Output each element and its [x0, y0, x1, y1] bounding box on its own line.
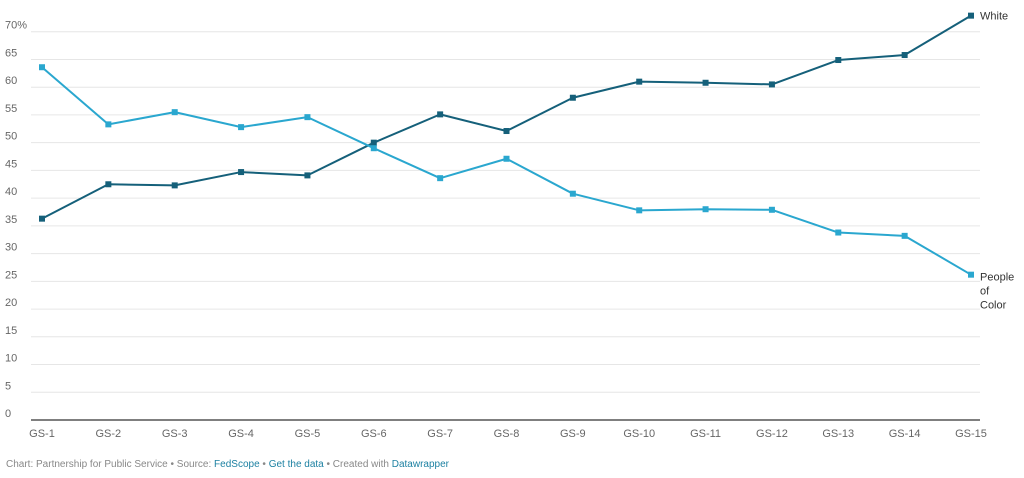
- data-point-people-of-color: [238, 124, 245, 131]
- data-point-white: [503, 128, 510, 135]
- x-tick-label: GS-8: [494, 428, 520, 440]
- data-point-people-of-color: [835, 229, 842, 236]
- data-point-people-of-color: [503, 155, 510, 162]
- footer-created-with: • Created with: [323, 459, 392, 470]
- series-end-labels: White People of Color: [980, 11, 1014, 312]
- x-tick-label: GS-14: [889, 428, 921, 440]
- y-tick-label: 5: [5, 380, 11, 392]
- series-label-people-of-color: People of Color: [980, 272, 1014, 312]
- x-tick-label: GS-7: [427, 428, 453, 440]
- y-tick-label: 60: [5, 75, 17, 87]
- chart-footer: Chart: Partnership for Public Service • …: [6, 459, 449, 470]
- y-tick-label: 10: [5, 353, 17, 365]
- x-tick-label: GS-5: [295, 428, 321, 440]
- data-point-people-of-color: [171, 109, 178, 116]
- data-point-people-of-color: [39, 64, 45, 71]
- series-label-line: Color: [980, 300, 1007, 312]
- get-the-data-link[interactable]: Get the data: [268, 459, 324, 470]
- data-point-people-of-color: [105, 121, 112, 128]
- x-tick-label: GS-3: [162, 428, 188, 440]
- x-tick-label: GS-13: [822, 428, 854, 440]
- data-point-white: [370, 139, 377, 146]
- datawrapper-link[interactable]: Datawrapper: [391, 459, 449, 470]
- y-gridlines: [31, 31, 980, 393]
- series-label-line: White: [980, 11, 1008, 23]
- data-point-people-of-color: [636, 207, 643, 214]
- y-tick-label: 70%: [5, 20, 27, 32]
- x-tick-label: GS-2: [96, 428, 122, 440]
- series-label-line: of: [980, 286, 990, 298]
- y-tick-label: 15: [5, 325, 17, 337]
- y-tick-label: 20: [5, 297, 17, 309]
- x-tick-label: GS-1: [29, 428, 55, 440]
- x-tick-label: GS-10: [623, 428, 655, 440]
- y-tick-label: 25: [5, 269, 17, 281]
- data-point-white: [636, 78, 643, 85]
- y-tick-label: 40: [5, 186, 17, 198]
- data-point-people-of-color: [569, 190, 576, 197]
- y-tick-label: 45: [5, 158, 17, 170]
- data-point-white: [768, 81, 775, 88]
- data-point-white: [304, 172, 311, 179]
- data-point-people-of-color: [768, 206, 775, 213]
- series-label-line: People: [980, 272, 1014, 284]
- footer-separator: •: [259, 459, 269, 470]
- x-tick-label: GS-11: [690, 428, 721, 440]
- data-point-white: [105, 181, 112, 188]
- x-tick-label: GS-15: [955, 428, 987, 440]
- series-line-people-of-color: [41, 66, 972, 276]
- x-tick-label: GS-4: [228, 428, 254, 440]
- y-tick-label: 0: [5, 408, 11, 420]
- data-point-people-of-color: [702, 206, 709, 213]
- series-label-white: White: [980, 11, 1008, 23]
- data-point-white: [901, 52, 908, 59]
- data-point-white: [39, 215, 45, 222]
- y-axis-tick-labels: 0 5 10 15 20 25 30 35 40 45 50 55 60 65 70%: [5, 20, 27, 420]
- y-tick-label: 50: [5, 131, 17, 143]
- data-point-people-of-color: [304, 114, 311, 121]
- data-point-people-of-color: [370, 145, 377, 152]
- data-point-white: [702, 79, 709, 86]
- data-point-white: [171, 182, 178, 189]
- data-point-people-of-color: [437, 175, 444, 182]
- series-lines: [39, 12, 974, 278]
- y-tick-label: 65: [5, 47, 17, 59]
- x-axis-tick-labels: GS-1 GS-2 GS-3 GS-4 GS-5 GS-6 GS-7 GS-8 GS-9 GS-1…: [29, 428, 987, 440]
- y-tick-label: 30: [5, 242, 17, 254]
- x-tick-label: GS-6: [361, 428, 387, 440]
- data-point-people-of-color: [901, 232, 908, 239]
- series-line-white: [41, 14, 972, 220]
- data-point-white: [569, 94, 576, 101]
- data-point-white: [968, 12, 974, 19]
- y-tick-label: 35: [5, 214, 17, 226]
- source-link[interactable]: FedScope: [214, 459, 260, 470]
- data-point-white: [238, 169, 245, 176]
- data-point-white: [437, 111, 444, 118]
- x-tick-label: GS-12: [756, 428, 788, 440]
- footer-credit-text: Chart: Partnership for Public Service • …: [6, 459, 215, 470]
- data-point-people-of-color: [968, 271, 974, 278]
- data-point-white: [835, 57, 842, 64]
- y-tick-label: 55: [5, 103, 17, 115]
- x-tick-label: GS-9: [560, 428, 586, 440]
